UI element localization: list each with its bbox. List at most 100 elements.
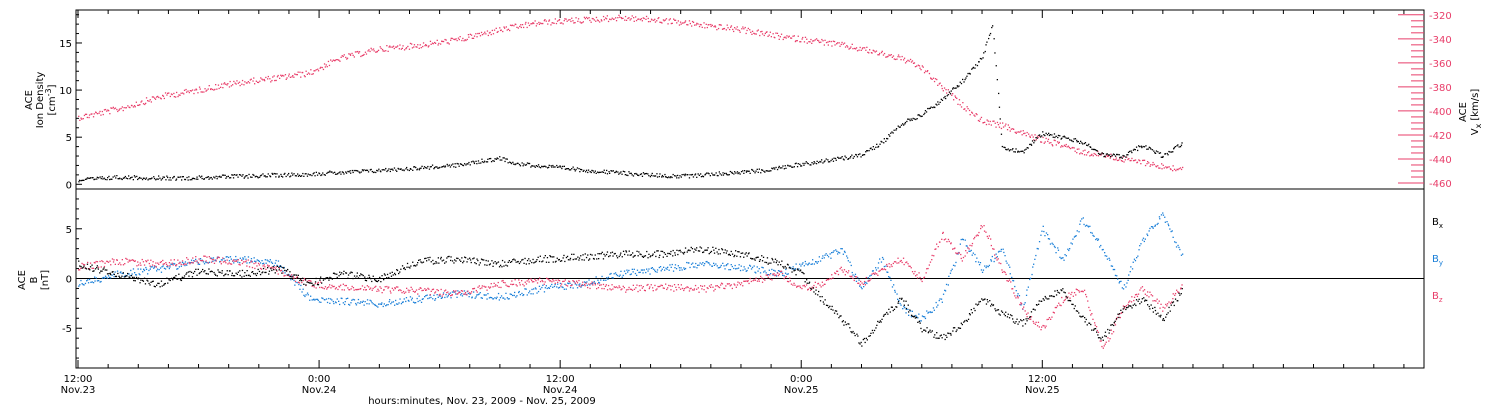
vx-series-point: [784, 36, 786, 38]
vx-series-point: [658, 17, 660, 19]
vx-series-point: [659, 21, 661, 23]
vx-series-point: [201, 91, 203, 93]
vx-series-point: [842, 43, 844, 45]
by-series-point: [554, 283, 556, 286]
by-series-point: [1061, 257, 1063, 259]
bz-series-point: [926, 268, 928, 270]
ion-density-series-point: [904, 121, 907, 124]
by-series-point: [534, 287, 537, 289]
bz-series-point: [497, 281, 499, 284]
bz-series-point: [405, 291, 407, 293]
ion-density-series-point: [873, 148, 876, 150]
bz-series-point: [597, 283, 599, 285]
bz-series-point: [1111, 333, 1113, 335]
vx-series-point: [676, 22, 678, 24]
ion-density-series-point: [1154, 152, 1157, 154]
bz-series-point: [244, 261, 246, 263]
vx-series-point: [903, 59, 905, 61]
bx-series-point: [754, 259, 756, 261]
by-series-point: [203, 263, 206, 265]
bz-series-point: [578, 285, 580, 287]
right-ytick-label: -460: [1429, 179, 1452, 190]
bz-series-point: [909, 265, 911, 267]
by-series-point: [630, 273, 632, 275]
bx-series-point: [589, 253, 592, 256]
vx-series-point: [1152, 164, 1154, 166]
ion-density-series-point: [998, 92, 1000, 95]
bx-series-point: [721, 248, 723, 250]
ion-density-series-point: [403, 169, 405, 172]
vx-series-point: [848, 48, 850, 50]
by-series-point: [586, 284, 588, 286]
bx-series-point: [225, 273, 227, 275]
bx-series-point: [983, 298, 985, 301]
ion-density-series-point: [81, 179, 83, 182]
bz-series-point: [668, 284, 670, 287]
bx-series-point: [821, 296, 823, 298]
ion-density-series-point: [1083, 142, 1086, 145]
vx-series-point: [267, 75, 269, 78]
vx-series-point: [210, 88, 212, 90]
bz-series-point: [975, 235, 977, 237]
by-series-point: [290, 279, 292, 281]
bz-series-point: [635, 287, 637, 289]
ion-density-series-point: [948, 91, 951, 93]
bx-series-point: [198, 272, 200, 275]
bx-series-point: [364, 279, 367, 281]
bz-series-point: [1005, 273, 1007, 276]
bx-series-point: [834, 310, 837, 312]
vx-series-point: [772, 33, 774, 35]
bz-series-point: [551, 281, 553, 283]
bx-series-point: [1111, 324, 1113, 326]
bz-series-point: [319, 281, 322, 283]
bx-series-point: [823, 303, 825, 305]
vx-series-point: [478, 32, 480, 35]
vx-series-point: [253, 77, 255, 79]
by-series-point: [79, 284, 81, 286]
ion-density-series-point: [488, 158, 491, 160]
bx-series-point: [345, 272, 347, 274]
ion-density-series-point: [80, 180, 82, 182]
vx-series-point: [1147, 161, 1149, 163]
bx-series-point: [768, 262, 770, 264]
bx-series-point: [999, 314, 1001, 316]
by-series-point: [376, 305, 378, 307]
bz-series-point: [842, 271, 844, 273]
bz-series-point: [120, 264, 122, 266]
bx-series-point: [802, 272, 804, 274]
bx-series-point: [199, 272, 201, 274]
bx-series-point: [1012, 318, 1014, 320]
ion-density-series-point: [456, 162, 458, 165]
ion-density-series-point: [989, 32, 992, 35]
by-series-point: [618, 275, 620, 277]
bz-series-point: [942, 231, 944, 234]
vx-series-point: [561, 22, 563, 24]
by-series-point: [366, 303, 368, 305]
ion-density-series-point: [433, 168, 435, 170]
ion-density-series-point: [1025, 148, 1027, 150]
by-series-point: [979, 262, 982, 264]
vx-series-point: [624, 15, 627, 18]
bz-series-point: [1102, 347, 1104, 349]
bz-series-point: [1100, 340, 1102, 342]
by-series-point: [858, 279, 860, 281]
by-series-point: [143, 269, 146, 272]
bx-series-point: [368, 276, 371, 278]
ion-density-series-point: [661, 176, 663, 178]
vx-series-point: [766, 31, 768, 33]
bz-series-point: [535, 280, 537, 282]
vx-series-point: [413, 44, 416, 46]
ion-density-series-point: [156, 178, 158, 180]
bz-series-point: [654, 284, 656, 287]
bz-series-point: [587, 286, 589, 289]
by-series-point: [110, 277, 112, 279]
ion-density-series-point: [827, 161, 830, 163]
vx-series-point: [1031, 134, 1033, 136]
bx-series-point: [259, 273, 262, 276]
bz-series-point: [539, 280, 542, 283]
bz-series-point: [215, 260, 217, 262]
by-series-point: [371, 302, 373, 304]
bz-series-point: [965, 250, 967, 252]
bx-series-point: [644, 255, 647, 257]
by-series-point: [1157, 222, 1159, 225]
